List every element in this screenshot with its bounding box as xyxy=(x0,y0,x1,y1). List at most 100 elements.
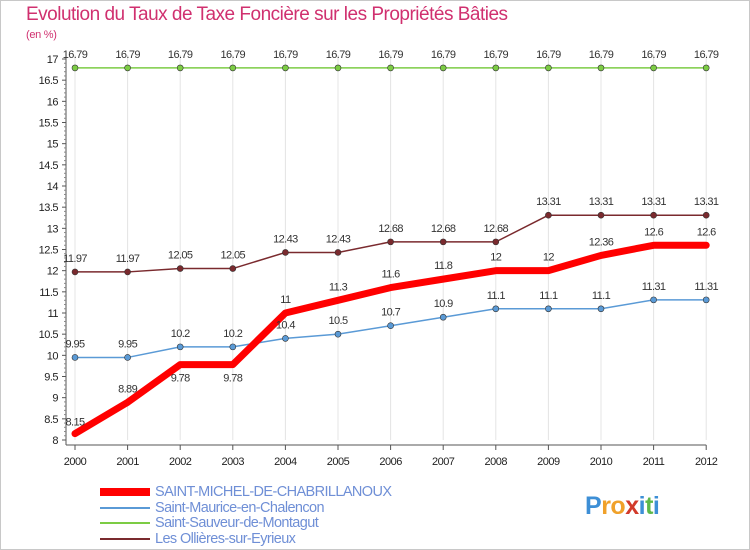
data-point xyxy=(597,305,605,313)
data-point xyxy=(229,265,237,272)
y-tick-label: 17 xyxy=(47,54,59,66)
data-point xyxy=(229,343,237,351)
data-label: 12.05 xyxy=(221,250,246,262)
data-label: 11 xyxy=(280,294,291,306)
data-point xyxy=(334,249,342,256)
y-tick-label: 10.5 xyxy=(39,329,59,341)
logo-letter: t xyxy=(645,492,653,520)
legend-swatch xyxy=(100,506,150,509)
data-label: 12.43 xyxy=(273,233,298,245)
legend-label: SAINT-MICHEL-DE-CHABRILLANOUX xyxy=(155,484,392,500)
data-label: 12 xyxy=(490,252,502,264)
x-tick-label: 2001 xyxy=(116,456,139,468)
data-point xyxy=(71,268,79,276)
legend-swatch xyxy=(100,537,150,540)
x-tick-label: 2004 xyxy=(274,456,297,468)
data-label: 9.78 xyxy=(171,373,190,385)
legend-swatch xyxy=(100,522,150,525)
series-lines xyxy=(71,64,710,438)
y-tick-label: 14 xyxy=(47,181,59,193)
data-label: 16.79 xyxy=(378,49,403,61)
data-point xyxy=(124,354,131,361)
data-label: 11.97 xyxy=(116,253,140,265)
data-label: 9.78 xyxy=(223,373,242,385)
legend-swatch xyxy=(100,488,150,496)
data-point xyxy=(439,238,447,246)
data-label: 8.15 xyxy=(65,417,84,429)
x-tick-label: 2006 xyxy=(379,456,402,468)
y-tick-label: 12.5 xyxy=(39,245,59,257)
axes xyxy=(65,52,707,446)
data-point xyxy=(545,64,552,72)
data-label: 10.2 xyxy=(171,328,190,340)
x-tick-label: 2010 xyxy=(590,456,613,468)
data-label: 16.79 xyxy=(115,49,140,61)
data-point xyxy=(702,64,710,72)
y-axis-ticks: 8 8.5 9 9.5 10 10.5 11 11.5 12 12.5 13 13.5 14 14.5 15… xyxy=(39,54,66,447)
y-tick-label: 9 xyxy=(52,393,58,405)
data-point xyxy=(282,335,289,342)
logo-letter: P xyxy=(585,492,602,520)
data-label: 11.8 xyxy=(434,260,453,272)
data-label: 8.89 xyxy=(118,383,137,395)
y-tick-label: 8 xyxy=(52,435,58,447)
data-point xyxy=(492,305,500,313)
data-point xyxy=(71,64,79,72)
series-line-0 xyxy=(71,241,710,438)
x-tick-label: 2002 xyxy=(169,456,192,468)
data-point xyxy=(71,354,79,361)
data-point xyxy=(176,265,184,272)
data-label: 11.97 xyxy=(63,253,87,265)
data-point xyxy=(545,305,552,313)
logo-letter: o xyxy=(610,492,626,520)
data-point xyxy=(387,238,394,246)
data-label: 16.79 xyxy=(641,49,666,61)
data-label: 16.79 xyxy=(484,49,509,61)
data-point xyxy=(650,211,657,219)
data-label: 16.79 xyxy=(694,49,719,61)
data-label: 12.43 xyxy=(326,233,351,245)
data-point xyxy=(334,330,342,338)
data-point xyxy=(702,296,710,304)
data-point xyxy=(124,268,131,276)
x-tick-label: 2003 xyxy=(222,456,245,468)
y-tick-label: 10 xyxy=(47,350,59,362)
y-tick-label: 16.5 xyxy=(39,75,59,87)
data-label: 13.31 xyxy=(694,196,719,208)
data-label: 16.79 xyxy=(536,49,561,61)
data-label: 16.79 xyxy=(589,49,614,61)
data-label: 11.1 xyxy=(592,290,611,302)
data-label: 12 xyxy=(543,252,555,264)
data-point xyxy=(282,64,289,72)
unit-label: (en %) xyxy=(26,29,57,41)
legend-label: Les Ollières-sur-Eyrieux xyxy=(155,530,296,547)
y-tick-label: 15.5 xyxy=(39,118,59,130)
x-axis-ticks: 2000 2001 2002 2003 2004 2005 2006 2007 2008 2009… xyxy=(64,445,718,468)
data-point xyxy=(597,211,605,219)
data-point xyxy=(597,64,605,72)
data-label: 11.6 xyxy=(381,269,400,281)
proxiti-logo: Proxiti xyxy=(585,492,660,521)
data-label: 11.3 xyxy=(329,281,348,293)
data-label: 16.79 xyxy=(273,49,298,61)
x-tick-label: 2008 xyxy=(485,456,508,468)
data-label: 11.1 xyxy=(539,290,558,302)
y-tick-label: 9.5 xyxy=(44,372,58,384)
y-tick-label: 15 xyxy=(47,139,59,151)
data-label: 10.7 xyxy=(381,307,400,319)
data-label: 12.36 xyxy=(589,236,614,248)
data-label: 10.5 xyxy=(328,315,347,327)
y-tick-label: 11.5 xyxy=(39,287,58,299)
x-tick-label: 2005 xyxy=(327,456,350,468)
data-point xyxy=(282,249,289,256)
data-point xyxy=(439,64,447,72)
data-point xyxy=(176,64,184,72)
legend-label: Saint-Sauveur-de-Montagut xyxy=(155,515,319,532)
y-tick-label: 8.5 xyxy=(44,414,58,426)
data-point xyxy=(702,211,710,219)
legend-label: Saint-Maurice-en-Chalencon xyxy=(155,499,325,516)
data-label: 10.4 xyxy=(276,319,295,331)
data-point xyxy=(650,64,657,72)
